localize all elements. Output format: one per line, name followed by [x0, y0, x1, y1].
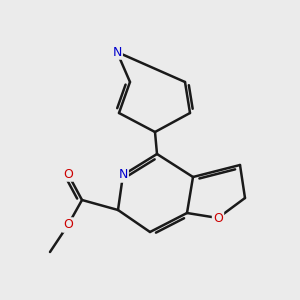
Text: N: N — [118, 169, 128, 182]
Text: N: N — [112, 46, 122, 59]
Text: O: O — [63, 167, 73, 181]
Text: O: O — [63, 218, 73, 232]
Text: O: O — [213, 212, 223, 224]
